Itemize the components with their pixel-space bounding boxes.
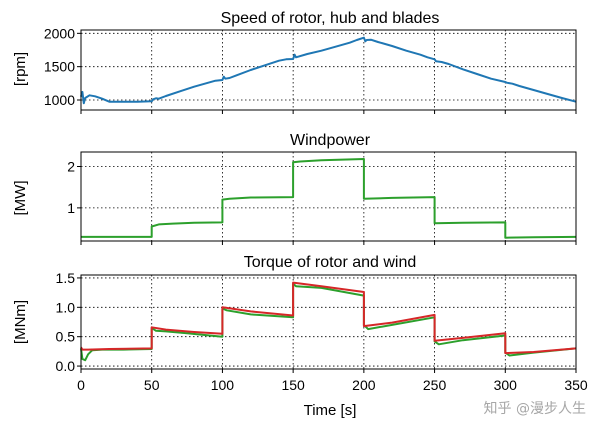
panel-torque: Torque of rotor and wind [MNm] 0.0 0.5 1.0… (12, 254, 588, 419)
panel-windpower-ylabel: [MW] (12, 181, 29, 216)
x-tick-label: 100 (211, 377, 235, 393)
panel-torque-title: Torque of rotor and wind (244, 254, 417, 271)
panel-speed-ylabel: [rpm] (12, 52, 29, 86)
x-tick-label: 250 (423, 377, 447, 393)
y-tick-label: 1.5 (56, 270, 76, 286)
series-line-windpower-1 (81, 158, 577, 239)
panel-windpower-plot: 12 (67, 151, 577, 245)
x-tick-label: 350 (564, 377, 588, 393)
x-axis-label: Time [s] (304, 402, 357, 419)
x-tick-label: 200 (352, 377, 376, 393)
y-tick-label: 0.0 (56, 358, 76, 374)
y-tick-label: 2 (67, 158, 75, 174)
panel-torque-plot: 0.0 0.5 1.0 1.5 0 50 100 150 200 250 300 350 (56, 270, 588, 393)
x-tick-label: 50 (144, 377, 160, 393)
plot-frame (80, 274, 577, 370)
y-tick-label: 2000 (44, 25, 75, 41)
panel-speed: Speed of rotor, hub and blades [rpm] 100… (12, 10, 577, 114)
x-tick-label: 0 (77, 377, 85, 393)
plot-frame (80, 151, 577, 242)
series-line-speed-1 (80, 36, 577, 105)
panel-windpower-title: Windpower (290, 132, 371, 149)
series-line-torque-2 (80, 281, 577, 355)
y-tick-label: 1 (67, 200, 75, 216)
x-tick-label: 300 (494, 377, 518, 393)
y-tick-label: 1500 (44, 59, 75, 75)
panel-torque-ylabel: [MNm] (12, 300, 29, 344)
y-tick-label: 0.5 (56, 329, 76, 345)
series-line-torque-1 (80, 282, 577, 362)
watermark: 知乎 @漫步人生 (483, 401, 586, 417)
panel-windpower: Windpower [MW] 12 (12, 132, 577, 245)
y-tick-label: 1000 (44, 92, 75, 108)
panel-speed-title: Speed of rotor, hub and blades (221, 10, 440, 27)
plot-frame (80, 29, 577, 111)
x-tick-label: 150 (281, 377, 305, 393)
y-tick-label: 1.0 (56, 299, 76, 315)
panel-speed-plot: 1000 1500 2000 (44, 25, 577, 114)
